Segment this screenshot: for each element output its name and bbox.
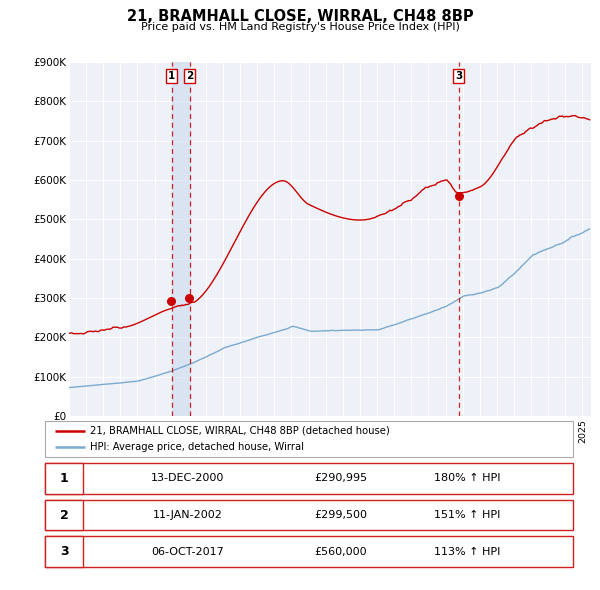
Text: Price paid vs. HM Land Registry's House Price Index (HPI): Price paid vs. HM Land Registry's House … (140, 22, 460, 32)
Text: 180% ↑ HPI: 180% ↑ HPI (434, 474, 500, 483)
FancyBboxPatch shape (45, 500, 573, 530)
Text: 06-OCT-2017: 06-OCT-2017 (151, 547, 224, 556)
Text: 2: 2 (186, 71, 193, 81)
Text: HPI: Average price, detached house, Wirral: HPI: Average price, detached house, Wirr… (90, 442, 304, 453)
Text: 11-JAN-2002: 11-JAN-2002 (152, 510, 223, 520)
FancyBboxPatch shape (45, 536, 573, 567)
Text: 21, BRAMHALL CLOSE, WIRRAL, CH48 8BP (detached house): 21, BRAMHALL CLOSE, WIRRAL, CH48 8BP (de… (90, 425, 389, 435)
Text: 1: 1 (59, 472, 68, 485)
Text: 113% ↑ HPI: 113% ↑ HPI (434, 547, 500, 556)
FancyBboxPatch shape (45, 463, 83, 494)
Text: 2: 2 (59, 509, 68, 522)
FancyBboxPatch shape (45, 421, 573, 457)
Text: 3: 3 (455, 71, 463, 81)
Text: £299,500: £299,500 (314, 510, 367, 520)
FancyBboxPatch shape (45, 463, 573, 494)
Text: 1: 1 (168, 71, 175, 81)
Text: £290,995: £290,995 (314, 474, 367, 483)
FancyBboxPatch shape (45, 536, 83, 567)
Text: 151% ↑ HPI: 151% ↑ HPI (434, 510, 500, 520)
Text: 3: 3 (59, 545, 68, 558)
FancyBboxPatch shape (45, 500, 83, 530)
Text: 21, BRAMHALL CLOSE, WIRRAL, CH48 8BP: 21, BRAMHALL CLOSE, WIRRAL, CH48 8BP (127, 9, 473, 24)
Bar (172, 62, 190, 416)
Text: 13-DEC-2000: 13-DEC-2000 (151, 474, 224, 483)
Text: £560,000: £560,000 (314, 547, 367, 556)
